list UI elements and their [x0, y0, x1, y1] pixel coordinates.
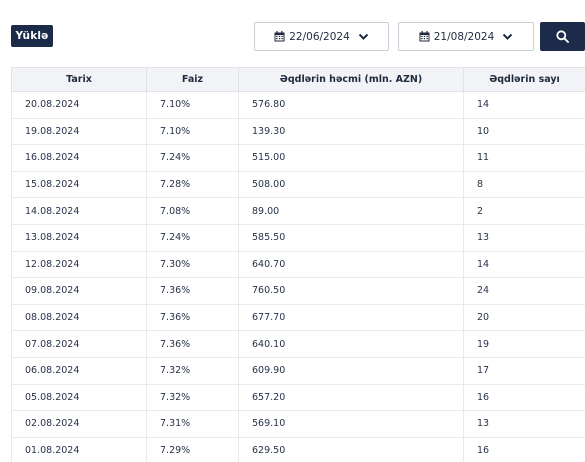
date-from-picker[interactable]: 22/06/2024: [254, 22, 389, 51]
cell-rate: 7.32%: [146, 356, 239, 385]
table-row: 19.08.2024 7.10% 139.30 10: [11, 117, 585, 146]
date-to-value: 21/08/2024: [433, 30, 495, 43]
date-to-picker[interactable]: 21/08/2024: [398, 22, 534, 51]
cell-count: 11: [463, 144, 585, 172]
table-row: 14.08.2024 7.08% 89.00 2: [11, 197, 585, 225]
cell-rate: 7.30%: [146, 250, 239, 279]
table-row: 16.08.2024 7.24% 515.00 11: [11, 144, 585, 172]
cell-rate: 7.24%: [146, 223, 239, 252]
cell-date: 01.08.2024: [11, 436, 147, 462]
table-row: 09.08.2024 7.36% 760.50 24: [11, 277, 585, 305]
cell-volume: 585.50: [238, 223, 464, 252]
cell-count: 8: [463, 170, 585, 199]
cell-count: 17: [463, 356, 585, 385]
cell-rate: 7.28%: [146, 170, 239, 199]
cell-count: 16: [463, 383, 585, 412]
cell-rate: 7.36%: [146, 277, 239, 305]
table-row: 20.08.2024 7.10% 576.80 14: [11, 91, 585, 119]
cell-volume: 609.90: [238, 356, 464, 385]
cell-volume: 569.10: [238, 410, 464, 438]
cell-date: 14.08.2024: [11, 197, 147, 225]
cell-volume: 760.50: [238, 277, 464, 305]
cell-rate: 7.24%: [146, 144, 239, 172]
cell-date: 15.08.2024: [11, 170, 147, 199]
cell-volume: 508.00: [238, 170, 464, 199]
toolbar: Yüklə 22/06/2024: [0, 0, 585, 66]
table-header-row: Tarix Faiz Əqdlərin həcmi (mln. AZN) Əqd…: [11, 67, 585, 92]
cell-volume: 640.70: [238, 250, 464, 279]
cell-date: 16.08.2024: [11, 144, 147, 172]
cell-count: 2: [463, 197, 585, 225]
search-button[interactable]: [540, 22, 585, 51]
table-row: 07.08.2024 7.36% 640.10 19: [11, 330, 585, 358]
cell-rate: 7.10%: [146, 91, 239, 119]
cell-volume: 576.80: [238, 91, 464, 119]
cell-count: 14: [463, 250, 585, 279]
table-row: 13.08.2024 7.24% 585.50 13: [11, 223, 585, 252]
cell-date: 20.08.2024: [11, 91, 147, 119]
cell-volume: 657.20: [238, 383, 464, 412]
search-icon: [556, 30, 569, 43]
column-header-rate[interactable]: Faiz: [146, 67, 239, 92]
cell-count: 16: [463, 436, 585, 462]
table-row: 02.08.2024 7.31% 569.10 13: [11, 410, 585, 438]
cell-volume: 139.30: [238, 117, 464, 146]
table-row: 08.08.2024 7.36% 677.70 20: [11, 303, 585, 332]
chevron-down-icon: [503, 33, 513, 40]
column-header-volume[interactable]: Əqdlərin həcmi (mln. AZN): [238, 67, 464, 92]
cell-date: 13.08.2024: [11, 223, 147, 252]
cell-rate: 7.32%: [146, 383, 239, 412]
cell-volume: 89.00: [238, 197, 464, 225]
cell-count: 13: [463, 410, 585, 438]
cell-date: 07.08.2024: [11, 330, 147, 358]
cell-date: 09.08.2024: [11, 277, 147, 305]
cell-volume: 515.00: [238, 144, 464, 172]
cell-rate: 7.29%: [146, 436, 239, 462]
cell-date: 19.08.2024: [11, 117, 147, 146]
cell-rate: 7.08%: [146, 197, 239, 225]
cell-date: 08.08.2024: [11, 303, 147, 332]
cell-date: 12.08.2024: [11, 250, 147, 279]
cell-rate: 7.36%: [146, 303, 239, 332]
load-button[interactable]: Yüklə: [11, 25, 53, 47]
cell-count: 19: [463, 330, 585, 358]
cell-volume: 640.10: [238, 330, 464, 358]
table-body: 20.08.2024 7.10% 576.80 14 19.08.2024 7.10% 13…: [11, 91, 585, 462]
cell-rate: 7.36%: [146, 330, 239, 358]
cell-date: 05.08.2024: [11, 383, 147, 412]
cell-count: 24: [463, 277, 585, 305]
column-header-count[interactable]: Əqdlərin sayı: [463, 67, 585, 92]
table-row: 06.08.2024 7.32% 609.90 17: [11, 356, 585, 385]
cell-count: 20: [463, 303, 585, 332]
table-row: 15.08.2024 7.28% 508.00 8: [11, 170, 585, 199]
cell-rate: 7.10%: [146, 117, 239, 146]
cell-count: 10: [463, 117, 585, 146]
data-table: Tarix Faiz Əqdlərin həcmi (mln. AZN) Əqd…: [11, 67, 585, 462]
column-header-date[interactable]: Tarix: [11, 67, 147, 92]
cell-volume: 629.50: [238, 436, 464, 462]
cell-count: 14: [463, 91, 585, 119]
date-from-value: 22/06/2024: [289, 30, 350, 43]
cell-rate: 7.31%: [146, 410, 239, 438]
cell-date: 02.08.2024: [11, 410, 147, 438]
cell-count: 13: [463, 223, 585, 252]
calendar-icon: [419, 31, 430, 42]
calendar-icon: [274, 31, 285, 42]
cell-volume: 677.70: [238, 303, 464, 332]
cell-date: 06.08.2024: [11, 356, 147, 385]
chevron-down-icon: [358, 33, 368, 40]
table-row: 01.08.2024 7.29% 629.50 16: [11, 436, 585, 462]
table-row: 05.08.2024 7.32% 657.20 16: [11, 383, 585, 412]
table-row: 12.08.2024 7.30% 640.70 14: [11, 250, 585, 279]
